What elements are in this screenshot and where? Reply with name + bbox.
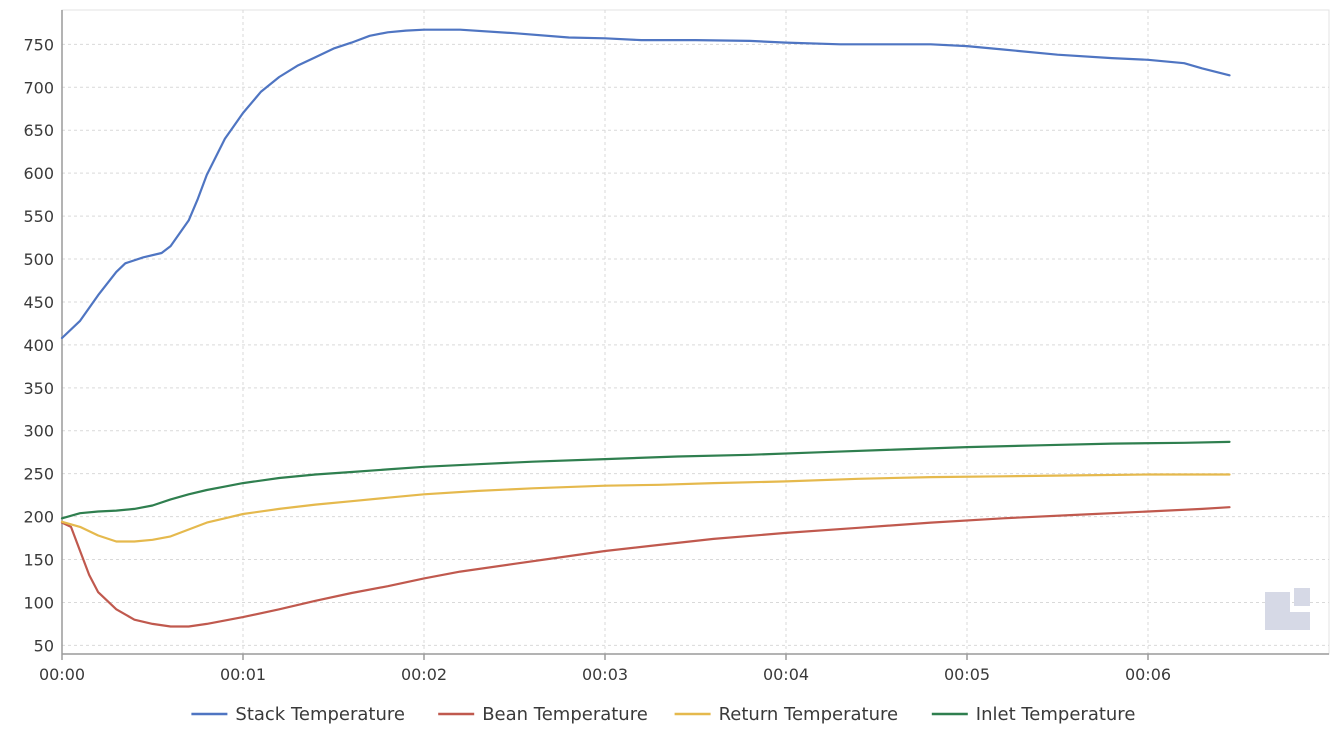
legend-item-stack-temperature[interactable]: Stack Temperature xyxy=(191,704,405,725)
legend-label: Return Temperature xyxy=(719,704,898,725)
axes: 50 100 150 200 250 300 350 400 450 500 550 600 650 70… xyxy=(23,10,1329,684)
x-tick-label: 00:06 xyxy=(1125,665,1171,684)
legend-label: Bean Temperature xyxy=(482,704,648,725)
y-tick-label: 650 xyxy=(23,121,54,140)
legend-label: Inlet Temperature xyxy=(976,704,1136,725)
y-tick-label: 300 xyxy=(23,422,54,441)
series-lines xyxy=(60,28,1231,628)
y-tick-label: 350 xyxy=(23,379,54,398)
y-tick-label: 400 xyxy=(23,336,54,355)
series-line-bean-temperature xyxy=(60,506,1231,628)
y-tick-label: 600 xyxy=(23,164,54,183)
y-tick-label: 50 xyxy=(34,636,54,655)
y-tick-label: 750 xyxy=(23,35,54,54)
series-line-stack-temperature xyxy=(60,28,1231,340)
x-tick-label: 00:02 xyxy=(401,665,447,684)
y-tick-label: 700 xyxy=(23,78,54,97)
legend-item-bean-temperature[interactable]: Bean Temperature xyxy=(438,704,648,725)
legend-item-inlet-temperature[interactable]: Inlet Temperature xyxy=(931,704,1136,725)
y-tick-label: 500 xyxy=(23,250,54,269)
legend-item-return-temperature[interactable]: Return Temperature xyxy=(674,704,898,725)
legend: Stack Temperature Bean Temperature Return … xyxy=(191,704,1135,725)
y-tick-label: 250 xyxy=(23,465,54,484)
plot-frame xyxy=(61,9,1330,655)
y-tick-label: 550 xyxy=(23,207,54,226)
x-tick-label: 00:01 xyxy=(220,665,266,684)
watermark-logo xyxy=(1265,588,1310,630)
y-tick-label: 450 xyxy=(23,293,54,312)
series-line-inlet-temperature xyxy=(60,440,1231,520)
x-tick-label: 00:04 xyxy=(763,665,809,684)
x-tick-label: 00:03 xyxy=(582,665,628,684)
grid xyxy=(61,9,1330,655)
y-tick-label: 100 xyxy=(23,593,54,612)
series-line-return-temperature xyxy=(60,473,1231,543)
x-tick-label: 00:00 xyxy=(39,665,85,684)
legend-label: Stack Temperature xyxy=(235,704,405,725)
y-tick-label: 200 xyxy=(23,508,54,527)
x-tick-label: 00:05 xyxy=(944,665,990,684)
y-tick-label: 150 xyxy=(23,551,54,570)
